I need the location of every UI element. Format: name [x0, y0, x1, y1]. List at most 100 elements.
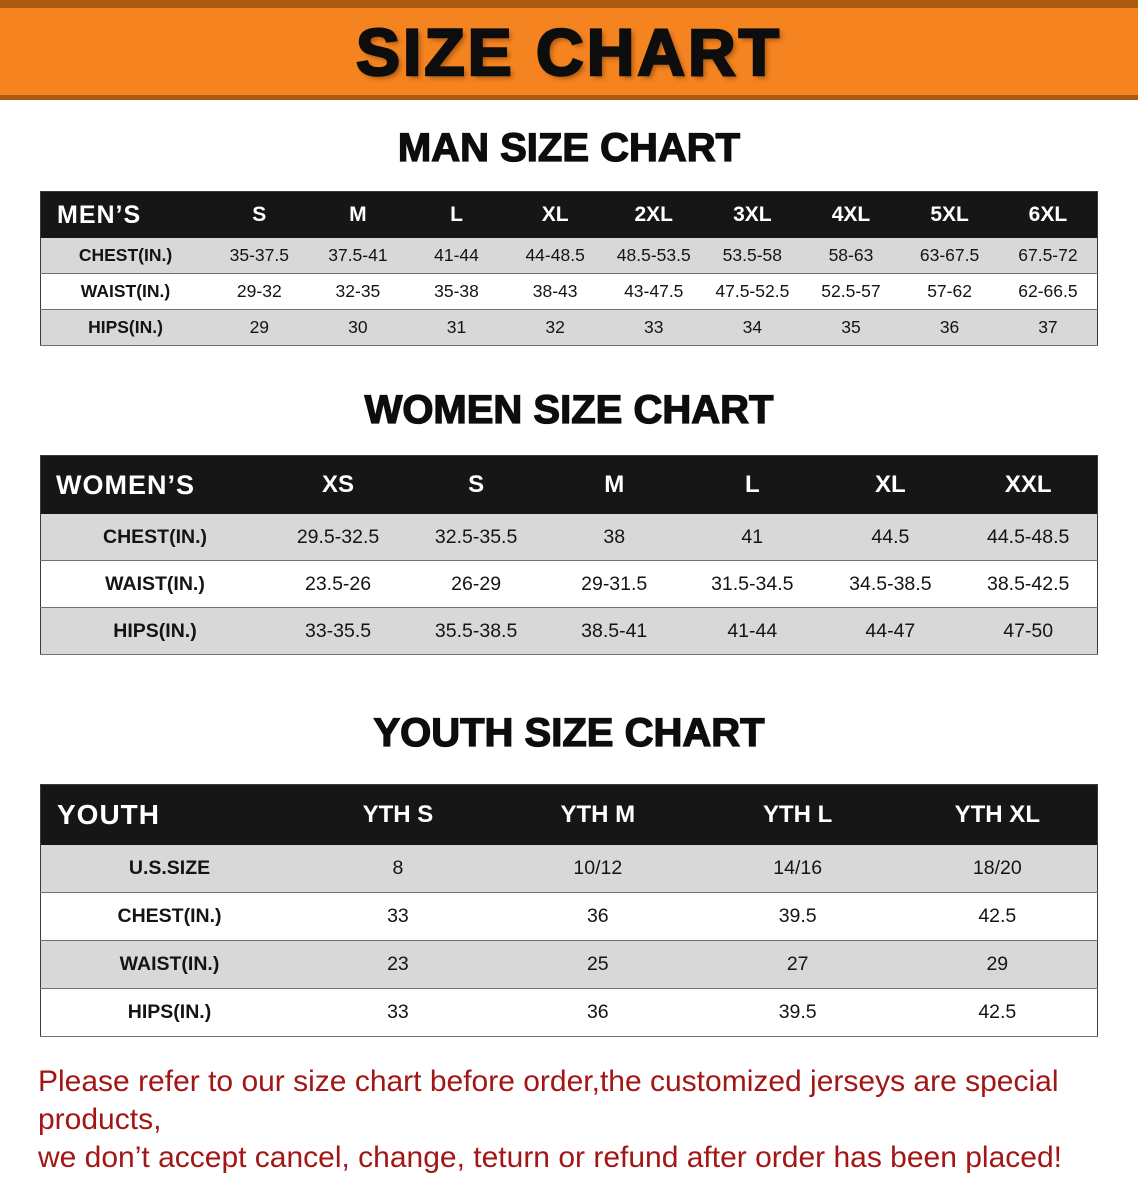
size-value: 35-37.5: [210, 238, 309, 274]
size-value: 41-44: [683, 607, 822, 655]
size-value: 33: [298, 892, 498, 941]
size-value: 47-50: [959, 607, 1098, 655]
row-label: CHEST(IN.): [40, 238, 210, 274]
size-value: 23: [298, 940, 498, 989]
size-value: 34: [703, 309, 802, 346]
size-value: 44.5-48.5: [959, 514, 1098, 561]
youth-size-table: YOUTH YTH S YTH M YTH L YTH XL U.S.SIZE 8 10/12…: [40, 784, 1098, 1037]
size-value: 36: [497, 988, 698, 1037]
size-column-header: YTH L: [697, 784, 898, 845]
size-column-header: 2XL: [604, 191, 704, 238]
size-value: 38-43: [505, 273, 605, 310]
row-label: HIPS(IN.): [40, 988, 298, 1037]
size-value: 35: [801, 309, 901, 346]
measurement-row: WAIST(IN.) 23.5-26 26-29 29-31.5 31.5-34.5 34…: [40, 560, 1098, 608]
size-value: 36: [900, 309, 999, 346]
size-column-header: XS: [269, 455, 408, 514]
size-value: 38.5-42.5: [959, 560, 1098, 608]
size-column-header: S: [407, 455, 546, 514]
table-header-row: YOUTH YTH S YTH M YTH L YTH XL: [40, 784, 1098, 845]
size-value: 29-31.5: [545, 560, 684, 608]
women-section-title: WOMEN SIZE CHART: [364, 387, 774, 432]
table-group-label: YOUTH: [40, 784, 298, 845]
row-label: HIPS(IN.): [40, 309, 210, 346]
size-value: 42.5: [897, 988, 1098, 1037]
size-value: 36: [497, 892, 698, 941]
size-value: 8: [298, 845, 498, 893]
women-size-table: WOMEN’S XS S M L XL XXL CHEST(IN.) 29.5-32.5 32.5…: [40, 455, 1098, 655]
size-value: 27: [697, 940, 898, 989]
size-value: 43-47.5: [604, 273, 704, 310]
youth-section-title: YOUTH SIZE CHART: [373, 710, 765, 755]
size-value: 32-35: [308, 273, 408, 310]
row-label: HIPS(IN.): [40, 607, 269, 655]
size-value: 62-66.5: [998, 273, 1098, 310]
size-value: 23.5-26: [269, 560, 408, 608]
size-value: 33: [604, 309, 704, 346]
table-group-label: MEN’S: [40, 191, 210, 238]
size-column-header: YTH S: [298, 784, 498, 845]
row-label: WAIST(IN.): [40, 560, 269, 608]
men-size-table: MEN’S S M L XL 2XL 3XL 4XL 5XL 6XL CHEST(IN.) 35-37…: [40, 191, 1098, 346]
size-value: 29: [210, 309, 309, 346]
notice-line-1: Please refer to our size chart before or…: [38, 1065, 1059, 1136]
size-value: 31.5-34.5: [683, 560, 822, 608]
size-column-header: 6XL: [998, 191, 1098, 238]
measurement-row: U.S.SIZE 8 10/12 14/16 18/20: [40, 845, 1098, 893]
size-value: 58-63: [801, 238, 901, 274]
size-column-header: L: [407, 191, 506, 238]
section-men: MAN SIZE CHART MEN’S S M L XL 2XL 3XL 4XL 5XL 6XL…: [0, 100, 1138, 346]
measurement-row: HIPS(IN.) 29 30 31 32 33 34 35 36 37: [40, 309, 1098, 346]
size-value: 47.5-52.5: [703, 273, 802, 310]
row-label: WAIST(IN.): [40, 940, 298, 989]
measurement-row: CHEST(IN.) 33 36 39.5 42.5: [40, 892, 1098, 941]
size-value: 34.5-38.5: [821, 560, 960, 608]
size-value: 41-44: [407, 238, 506, 274]
table-group-label: WOMEN’S: [40, 455, 269, 514]
section-women: WOMEN SIZE CHART WOMEN’S XS S M L XL XXL CHEST(…: [0, 346, 1138, 655]
size-value: 38.5-41: [545, 607, 684, 655]
size-value: 41: [683, 514, 822, 561]
size-column-header: L: [683, 455, 822, 514]
measurement-row: WAIST(IN.) 29-32 32-35 35-38 38-43 43-47.5 47.…: [40, 273, 1098, 310]
size-value: 18/20: [897, 845, 1098, 893]
size-value: 42.5: [897, 892, 1098, 941]
size-value: 32: [505, 309, 605, 346]
size-column-header: 3XL: [703, 191, 802, 238]
size-column-header: YTH XL: [897, 784, 1098, 845]
size-value: 29.5-32.5: [269, 514, 408, 561]
size-value: 14/16: [697, 845, 898, 893]
row-label: U.S.SIZE: [40, 845, 298, 893]
size-value: 26-29: [407, 560, 546, 608]
size-value: 48.5-53.5: [604, 238, 704, 274]
size-value: 44.5: [821, 514, 960, 561]
size-column-header: M: [545, 455, 684, 514]
size-value: 39.5: [697, 892, 898, 941]
size-value: 35-38: [407, 273, 506, 310]
size-column-header: XL: [505, 191, 605, 238]
size-value: 29-32: [210, 273, 309, 310]
size-value: 37: [998, 309, 1098, 346]
size-value: 67.5-72: [998, 238, 1098, 274]
size-value: 37.5-41: [308, 238, 408, 274]
footer-notice: Please refer to our size chart before or…: [38, 1063, 1100, 1177]
banner: SIZE CHART: [0, 0, 1138, 100]
size-column-header: M: [308, 191, 408, 238]
size-value: 63-67.5: [900, 238, 999, 274]
row-label: CHEST(IN.): [40, 514, 269, 561]
size-value: 39.5: [697, 988, 898, 1037]
size-column-header: 4XL: [801, 191, 901, 238]
size-column-header: S: [210, 191, 309, 238]
measurement-row: HIPS(IN.) 33 36 39.5 42.5: [40, 988, 1098, 1037]
row-label: WAIST(IN.): [40, 273, 210, 310]
section-youth: YOUTH SIZE CHART YOUTH YTH S YTH M YTH L YTH…: [0, 655, 1138, 1037]
size-value: 44-47: [821, 607, 960, 655]
size-value: 25: [497, 940, 698, 989]
size-value: 10/12: [497, 845, 698, 893]
notice-line-2: we don’t accept cancel, change, teturn o…: [38, 1141, 1062, 1174]
size-value: 35.5-38.5: [407, 607, 546, 655]
size-value: 53.5-58: [703, 238, 802, 274]
size-value: 52.5-57: [801, 273, 901, 310]
size-value: 33-35.5: [269, 607, 408, 655]
